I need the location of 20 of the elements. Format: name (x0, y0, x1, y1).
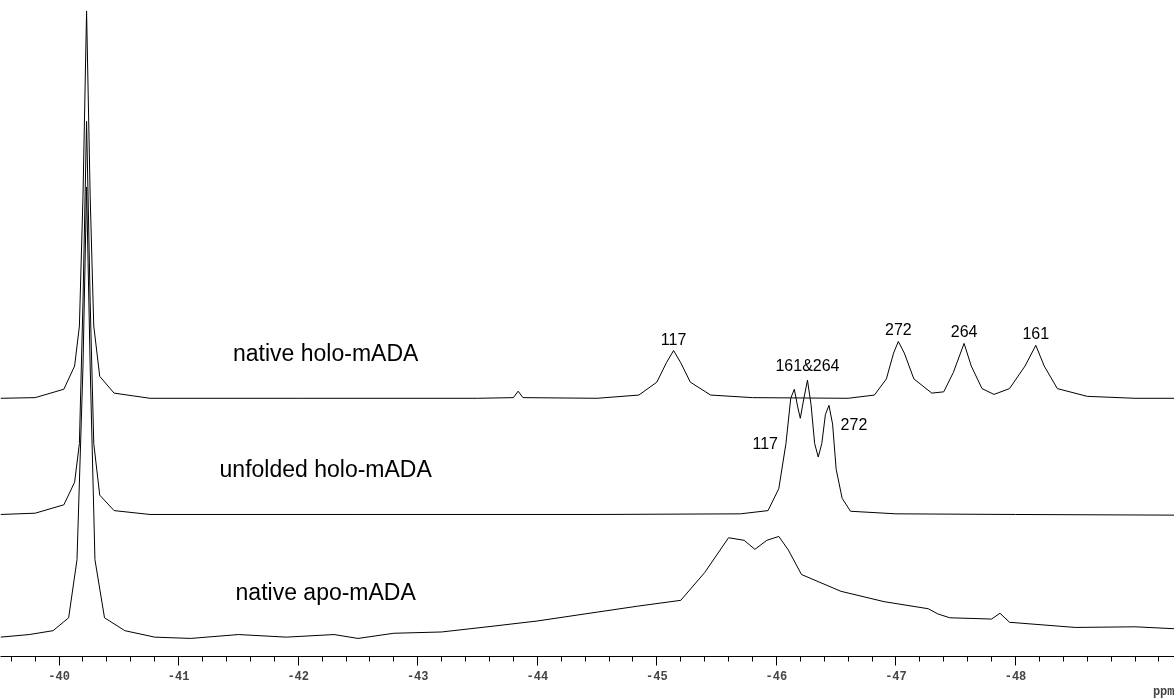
x-tick-label: -45 (646, 669, 668, 684)
x-tick-label: -43 (406, 669, 429, 684)
x-tick-label: -44 (526, 669, 549, 684)
x-tick-label: -47 (885, 669, 907, 684)
x-tick-label: -48 (1004, 669, 1027, 684)
x-tick-label: -42 (287, 669, 309, 684)
series-label: native apo-mADA (235, 578, 417, 605)
annotation: 117 (660, 330, 687, 348)
annotation: 161&264 (775, 357, 840, 375)
annotation: 161 (1022, 325, 1050, 343)
annotation: 272 (840, 416, 868, 434)
x-tick-label: -41 (167, 669, 190, 684)
annotation: 264 (950, 323, 978, 341)
x-tick-label: -40 (48, 669, 70, 684)
annotation: 272 (884, 321, 912, 339)
series-label: native holo-mADA (233, 340, 420, 366)
series-label: unfolded holo-mADA (219, 456, 433, 483)
annotation: 117 (752, 435, 779, 453)
x-tick-label: -46 (765, 669, 788, 684)
x-axis-title: ppm (1152, 684, 1174, 698)
